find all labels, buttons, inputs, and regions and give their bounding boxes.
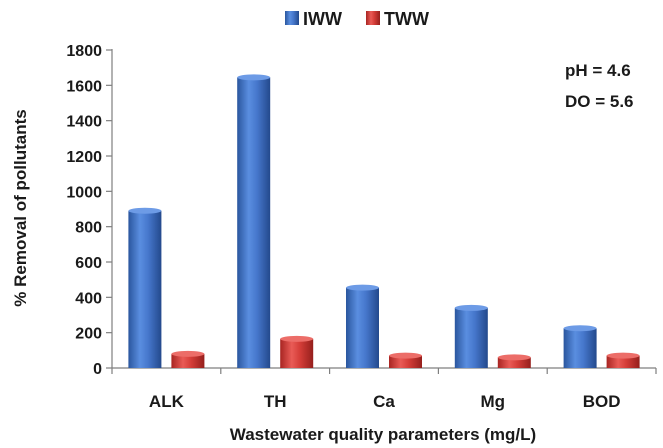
bar-tww-ca xyxy=(389,355,422,368)
y-tick-label: 600 xyxy=(75,255,102,272)
y-tick-label: 400 xyxy=(75,290,102,307)
bar-top-iww-mg xyxy=(454,304,488,311)
annotations: pH = 4.6 DO = 5.6 xyxy=(565,61,634,111)
bar-top-tww-th xyxy=(280,335,314,342)
y-tick-label: 1800 xyxy=(66,43,102,60)
bar-top-iww-ca xyxy=(346,284,379,291)
legend-swatch-iww xyxy=(285,11,299,25)
x-category-label: Mg xyxy=(481,392,506,411)
legend-label-iww: IWW xyxy=(303,9,342,29)
x-category-label: TH xyxy=(264,392,287,411)
y-tick-label: 1600 xyxy=(66,78,102,95)
bar-tww-mg xyxy=(497,357,531,368)
y-tick-label: 1200 xyxy=(66,149,102,166)
bar-top-iww-bod xyxy=(563,325,597,332)
bar-tww-alk xyxy=(171,353,205,368)
bar-top-tww-bod xyxy=(606,352,640,359)
y-axis-ticks: 0 200 400 600 800 1000 1200 1400 1600 1800 xyxy=(66,43,112,378)
bar-iww-ca xyxy=(346,287,379,368)
bar-top-iww-th xyxy=(237,74,271,81)
bar-iww-th xyxy=(237,77,271,368)
bar-tww-th xyxy=(280,338,314,368)
y-tick-label: 1400 xyxy=(66,114,102,131)
y-axis-title: % Removal of pollutants xyxy=(11,109,30,306)
y-tick-label: 0 xyxy=(93,361,102,378)
bar-top-tww-mg xyxy=(497,354,531,361)
x-axis-categories: ALK TH Ca Mg BOD xyxy=(111,368,657,411)
x-axis-title: Wastewater quality parameters (mg/L) xyxy=(230,425,536,444)
x-category-label: ALK xyxy=(149,392,185,411)
bar-top-tww-alk xyxy=(171,350,205,357)
bar-top-tww-ca xyxy=(389,352,422,359)
x-category-label: BOD xyxy=(583,392,621,411)
bars xyxy=(128,74,640,368)
y-tick-label: 800 xyxy=(75,220,102,237)
annotation-do: DO = 5.6 xyxy=(565,92,634,111)
bar-iww-bod xyxy=(563,328,597,368)
y-tick-label: 1000 xyxy=(66,184,102,201)
legend-swatch-tww xyxy=(366,11,380,25)
bar-iww-alk xyxy=(128,210,162,368)
bar-top-iww-alk xyxy=(128,207,162,214)
bar-tww-bod xyxy=(606,355,640,368)
annotation-ph: pH = 4.6 xyxy=(565,61,631,80)
x-category-label: Ca xyxy=(373,392,395,411)
bar-iww-mg xyxy=(454,307,488,368)
y-tick-label: 200 xyxy=(75,326,102,343)
legend-label-tww: TWW xyxy=(384,9,429,29)
legend: IWW TWW xyxy=(285,9,429,29)
